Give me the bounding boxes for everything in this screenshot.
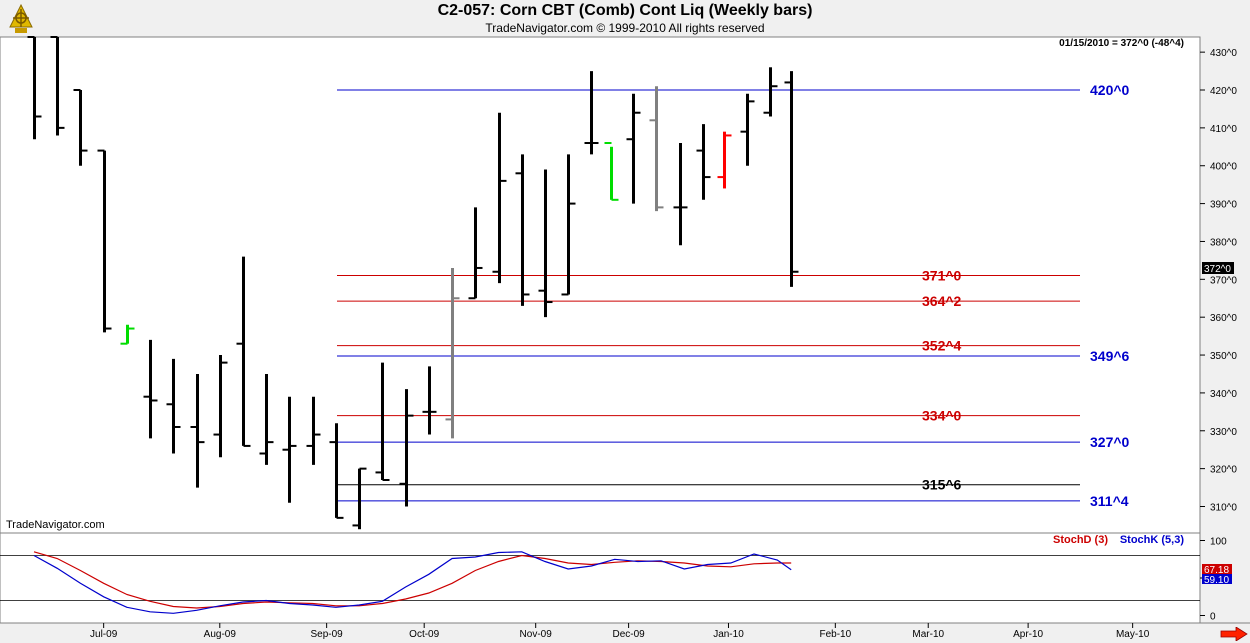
x-tick-label: May-10 [1116, 629, 1150, 640]
y-tick-label: 370^0 [1210, 275, 1237, 286]
stochd-line [33, 551, 792, 609]
watermark: TradeNavigator.com [6, 519, 105, 531]
ohlc-bar [97, 149, 112, 333]
stoch-y-tick-label: 100 [1210, 537, 1227, 548]
ohlc-bar [306, 396, 321, 465]
stochk-value-marker [1202, 574, 1232, 584]
y-tick-label: 320^0 [1210, 465, 1237, 476]
ohlc-bar [740, 93, 755, 166]
stoch-y-tick-label: 0 [1210, 612, 1216, 623]
ohlc-bar [784, 71, 799, 287]
price-panel[interactable] [0, 36, 1201, 534]
legend-stochd: StochD (3) [1053, 534, 1108, 546]
x-tick-label: Nov-09 [520, 629, 553, 640]
stochk-line [33, 551, 792, 614]
ohlc-bar [763, 67, 778, 117]
ohlc-bar [673, 143, 688, 246]
y-tick-label: 430^0 [1210, 48, 1237, 59]
ohlc-bar [468, 207, 483, 300]
ohlc-bar [375, 362, 390, 481]
y-tick-label: 330^0 [1210, 427, 1237, 438]
x-tick-label: Sep-09 [311, 629, 344, 640]
stochd-value: 67.18 [1204, 565, 1229, 576]
x-tick-label: Jul-09 [90, 629, 118, 640]
ohlc-bar [120, 324, 135, 345]
level-label: 420^0 [1090, 82, 1130, 98]
y-tick-label: 400^0 [1210, 162, 1237, 173]
right-arrow-icon[interactable] [1220, 627, 1248, 641]
ohlc-bar [166, 358, 181, 454]
ohlc-bar [649, 86, 664, 212]
stochk-value: 59.10 [1204, 575, 1229, 586]
ohlc-bar [538, 169, 553, 318]
level-label: 311^4 [1090, 493, 1129, 509]
ohlc-bar [329, 423, 344, 519]
y-tick-label: 410^0 [1210, 124, 1237, 135]
level-label: 349^6 [1090, 348, 1130, 364]
level-label: 327^0 [1090, 434, 1130, 450]
chart-title: C2-057: Corn CBT (Comb) Cont Liq (Weekly… [437, 2, 813, 19]
x-tick-label: Mar-10 [912, 629, 944, 640]
ohlc-bar [259, 373, 274, 465]
chart-subtitle: TradeNavigator.com © 1999-2010 All right… [485, 21, 765, 35]
stochastic-panel[interactable] [0, 532, 1201, 624]
ohlc-bar [717, 131, 732, 189]
stochd-value-marker [1202, 564, 1232, 574]
ohlc-bar [27, 36, 42, 140]
last-price-label: 372^0 [1204, 264, 1231, 275]
y-tick-label: 380^0 [1210, 237, 1237, 248]
ohlc-bar [50, 36, 65, 136]
ohlc-bar [584, 71, 599, 155]
level-label: 315^6 [922, 477, 962, 493]
level-label: 364^2 [922, 293, 962, 309]
y-tick-label: 420^0 [1210, 86, 1237, 97]
legend-stochk: StochK (5,3) [1120, 534, 1185, 546]
ohlc-bar [696, 124, 711, 200]
y-tick-label: 360^0 [1210, 313, 1237, 324]
x-tick-label: Apr-10 [1013, 629, 1043, 640]
x-tick-label: Aug-09 [204, 629, 237, 640]
ohlc-bar [143, 339, 158, 439]
y-tick-label: 310^0 [1210, 502, 1237, 513]
ohlc-bar [352, 467, 367, 530]
level-label: 371^0 [922, 268, 962, 284]
level-label: 334^0 [922, 408, 962, 424]
last-price-marker [1202, 262, 1234, 274]
x-tick-label: Jan-10 [713, 629, 744, 640]
ohlc-bar [422, 366, 437, 435]
ohlc-bar [561, 154, 576, 296]
ohlc-bar [604, 142, 619, 201]
y-tick-label: 350^0 [1210, 351, 1237, 362]
y-tick-label: 340^0 [1210, 389, 1237, 400]
ohlc-bar [626, 93, 641, 204]
ohlc-bar [213, 355, 228, 458]
price-readout: 01/15/2010 = 372^0 (-48^4) [1059, 38, 1184, 49]
ohlc-bar [236, 256, 251, 447]
ohlc-bar [399, 389, 414, 507]
ohlc-bar [73, 89, 88, 166]
ship-wheel-icon [9, 3, 33, 33]
x-tick-label: Feb-10 [819, 629, 851, 640]
x-tick-label: Oct-09 [409, 629, 439, 640]
ohlc-bar [445, 267, 460, 439]
level-label: 352^4 [922, 338, 962, 354]
ohlc-bar [515, 154, 530, 306]
ohlc-bar [282, 396, 297, 503]
ohlc-bar [492, 112, 507, 284]
y-tick-label: 390^0 [1210, 200, 1237, 211]
x-tick-label: Dec-09 [612, 629, 645, 640]
ohlc-bar [190, 373, 205, 488]
